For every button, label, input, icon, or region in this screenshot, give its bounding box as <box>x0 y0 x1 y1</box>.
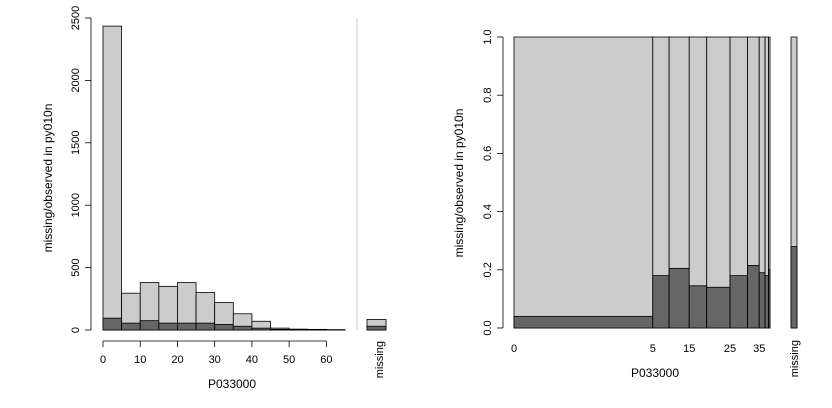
histogram-missing-bar <box>366 318 387 331</box>
histogram-bar-missing <box>270 328 290 331</box>
spineplot-x-tick-label: 25 <box>724 343 736 355</box>
spineplot-x-tick-label: 5 <box>650 343 656 355</box>
spineplot-x-label: P033000 <box>631 366 679 380</box>
histogram-bar-missing <box>195 322 216 331</box>
spineplot-x-tick-label: 0 <box>511 343 517 355</box>
spineplot-panel: 0.0 0.2 0.4 0.6 0.8 1.0 0 5 15 25 35 P033000 miss… <box>452 29 801 380</box>
histogram-x-tick-label: 20 <box>171 354 183 366</box>
histogram-panel: 0 500 1000 1500 2000 2500 0 10 20 30 40 50 60 P0330… <box>41 6 387 391</box>
spineplot-segment-observed <box>513 36 654 329</box>
spineplot-y-tick-label: 0.4 <box>482 204 494 219</box>
spineplot-x-tick-label: 15 <box>683 343 695 355</box>
spineplot-segment-missing <box>764 275 769 329</box>
histogram-bar-missing <box>214 323 234 331</box>
histogram-bar-missing <box>102 317 123 331</box>
histogram-bar-missing <box>158 322 178 331</box>
spineplot-y-tick-label: 0.6 <box>482 146 494 161</box>
spineplot-segment-missing <box>652 275 670 329</box>
spineplot-segment-missing <box>758 272 766 329</box>
spineplot-x-tick-label: 35 <box>753 343 765 355</box>
histogram-x-tick-label: 30 <box>209 354 221 366</box>
histogram-bar-missing <box>251 327 271 331</box>
histogram-y-tick-label: 2000 <box>70 68 82 92</box>
spineplot-missing-label: missing <box>789 340 801 377</box>
histogram-bar-missing <box>232 325 253 331</box>
histogram-bar-observed <box>102 25 123 331</box>
histogram-missing-missing <box>366 325 387 331</box>
histogram-x-tick-label: 10 <box>134 354 146 366</box>
histogram-x-label: P033000 <box>208 377 256 391</box>
spineplot-y-tick-label: 0.8 <box>482 88 494 103</box>
histogram-y-tick-label: 0 <box>70 327 82 333</box>
spineplot-segment-missing <box>706 286 731 329</box>
spineplot-segment-missing <box>513 315 654 329</box>
histogram-x-tick-label: 60 <box>320 354 332 366</box>
spineplot-segment-missing <box>747 265 760 329</box>
spineplot-missing-bar <box>790 36 798 329</box>
histogram-y-tick-label: 1000 <box>70 193 82 217</box>
spineplot-segment-missing <box>768 269 771 329</box>
histogram-y-tick-label: 2500 <box>70 6 82 30</box>
spineplot-y-tick-label: 1.0 <box>482 29 494 44</box>
histogram-x-axis: 0 10 20 30 40 50 60 <box>100 340 333 366</box>
histogram-y-tick-label: 1500 <box>70 131 82 155</box>
histogram-bar-missing <box>177 322 197 331</box>
spineplot-segment-missing <box>729 275 748 329</box>
histogram-y-tick-label: 500 <box>70 258 82 276</box>
spineplot-y-tick-label: 0.2 <box>482 262 494 277</box>
histogram-y-axis: 0 500 1000 1500 2000 2500 <box>70 6 92 333</box>
histogram-y-label: missing/observed in py010n <box>41 104 55 253</box>
spineplot-y-tick-label: 0.0 <box>482 320 494 335</box>
spineplot-y-label: missing/observed in py010n <box>452 109 466 258</box>
spineplot-y-axis: 0.0 0.2 0.4 0.6 0.8 1.0 <box>482 29 504 336</box>
histogram-bars <box>102 25 346 331</box>
spineplot-segment-observed <box>688 36 708 329</box>
spineplot-bars <box>513 36 771 329</box>
histogram-bar-missing <box>139 320 160 331</box>
spineplot-segment-missing <box>688 285 708 329</box>
histogram-x-tick-label: 40 <box>246 354 258 366</box>
spineplot-x-axis: 0 5 15 25 35 <box>511 343 765 355</box>
histogram-x-tick-label: 50 <box>283 354 295 366</box>
spineplot-segment-missing <box>668 267 690 329</box>
histogram-x-tick-label: 0 <box>100 354 106 366</box>
spineplot-segment-observed <box>706 36 731 329</box>
histogram-bar-missing <box>121 322 141 331</box>
histogram-missing-label: missing <box>374 341 386 378</box>
spineplot-missing-missing <box>790 246 798 329</box>
